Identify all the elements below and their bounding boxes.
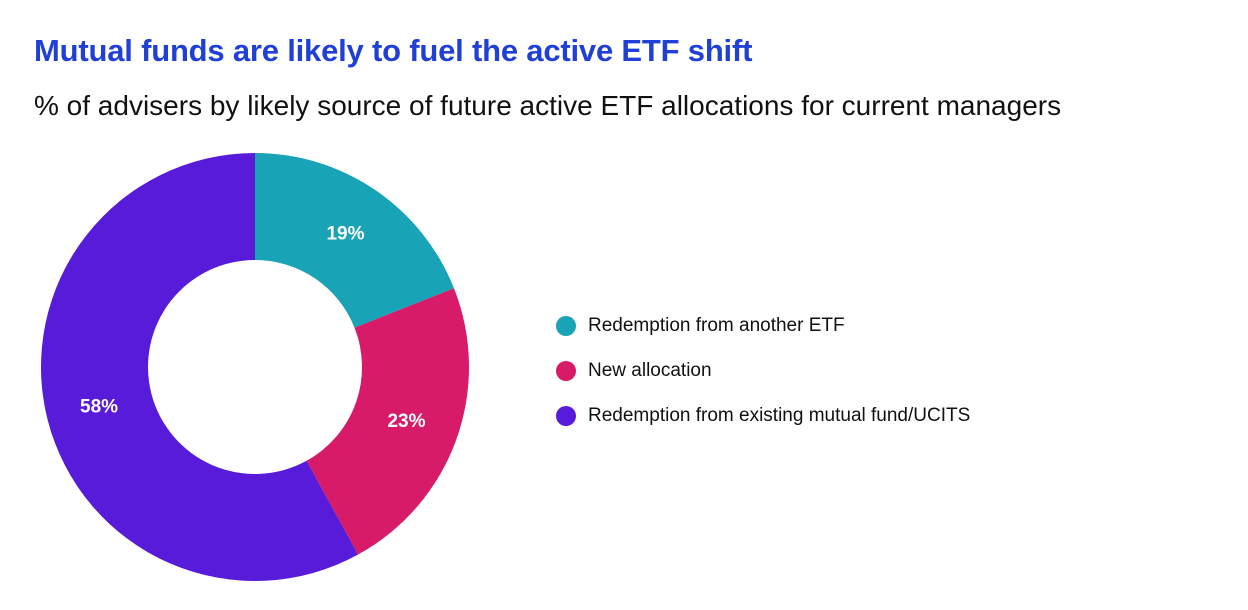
chart-title: Mutual funds are likely to fuel the acti… [34,33,753,68]
legend-label-redemption-mutual-fund: Redemption from existing mutual fund/UCI… [588,404,971,426]
legend-label-new-allocation: New allocation [588,359,712,381]
chart-subtitle: % of advisers by likely source of future… [34,90,1062,121]
donut-chart: 19% 23% 58% [40,152,469,581]
legend-swatch-redemption-etf [556,315,576,336]
slice-label-redemption-mutual-fund: 58% [80,397,118,418]
slice-new-allocation [306,288,469,555]
slice-redemption-mutual-fund [40,152,359,581]
slice-label-redemption-etf: 19% [326,223,364,244]
legend-item-new-allocation: New allocation [556,357,970,384]
legend-label-redemption-etf: Redemption from another ETF [588,314,845,336]
legend-item-redemption-mutual-fund: Redemption from existing mutual fund/UCI… [556,402,970,429]
slice-redemption-etf [255,153,454,328]
chart-legend: Redemption from another ETF New allocati… [556,312,970,447]
slice-label-new-allocation: 23% [387,411,425,432]
legend-swatch-redemption-mutual-fund [556,405,576,426]
legend-item-redemption-etf: Redemption from another ETF [556,312,970,339]
legend-swatch-new-allocation [556,360,576,381]
